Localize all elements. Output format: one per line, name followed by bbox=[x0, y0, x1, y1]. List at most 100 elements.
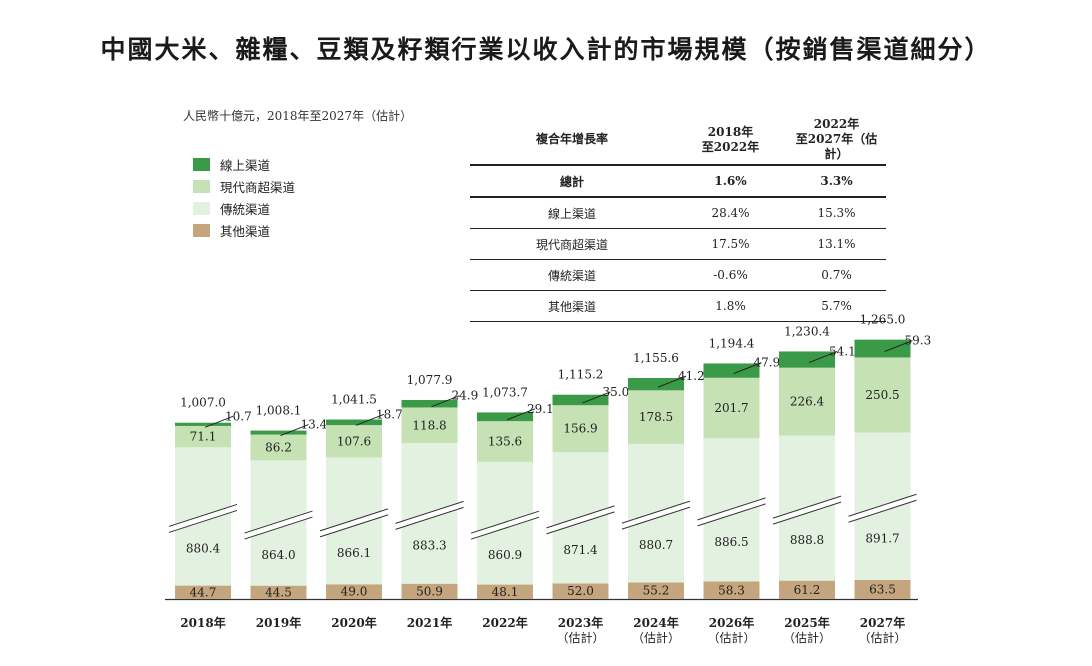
axis-break-line bbox=[319, 514, 389, 538]
axis-break-line bbox=[244, 510, 313, 534]
cagr-row-label: 現代商超渠道 bbox=[470, 228, 674, 260]
data-label-modern-retail: 118.8 bbox=[412, 418, 446, 432]
bar-modern-retail-channel bbox=[477, 421, 533, 462]
data-label-other: 63.5 bbox=[869, 582, 896, 596]
chart-legend: 線上渠道 現代商超渠道 傳統渠道 其他渠道 bbox=[193, 153, 295, 241]
data-label-traditional: 886.5 bbox=[714, 535, 748, 549]
cagr-row-label: 總計 bbox=[470, 165, 674, 198]
data-label-online: 10.7 bbox=[225, 409, 252, 423]
data-label-other: 52.0 bbox=[567, 584, 594, 598]
legend-item-other: 其他渠道 bbox=[193, 219, 295, 241]
legend-label-other: 其他渠道 bbox=[220, 223, 271, 239]
x-tick-label: 2026年 bbox=[709, 615, 754, 630]
axis-break-line bbox=[772, 495, 842, 519]
bar-modern-retail-channel bbox=[854, 357, 911, 433]
axis-break-line bbox=[546, 505, 615, 529]
data-label-total: 1,008.1 bbox=[256, 404, 302, 418]
legend-item-modern-retail: 現代商超渠道 bbox=[193, 175, 295, 197]
x-tick-label: 2022年 bbox=[482, 615, 527, 630]
data-label-other: 49.0 bbox=[341, 585, 368, 599]
data-label-modern-retail: 107.6 bbox=[337, 434, 371, 448]
x-tick-label: 2023年 bbox=[558, 615, 603, 630]
x-tick-label: （估計） bbox=[783, 630, 831, 645]
bar-other-channel bbox=[250, 585, 307, 599]
legend-swatch-online bbox=[193, 157, 210, 171]
cagr-header-row: 複合年增長率 2018年 至2022年 2022年 至2027年（估計） bbox=[470, 115, 886, 165]
axis-break-line bbox=[395, 506, 464, 530]
axis-break-line bbox=[546, 511, 615, 535]
axis-break-gap bbox=[622, 501, 690, 530]
leader-line-online bbox=[808, 351, 838, 364]
cagr-value-2018-2022: 17.5% bbox=[674, 228, 787, 260]
axis-break-gap bbox=[244, 511, 313, 540]
axis-break-gap bbox=[848, 494, 917, 523]
x-tick-label: 2020年 bbox=[331, 615, 376, 630]
axis-break-gap bbox=[471, 511, 539, 540]
leader-line-online bbox=[355, 413, 385, 426]
data-label-total: 1,041.5 bbox=[331, 393, 377, 407]
legend-swatch-traditional bbox=[193, 201, 210, 215]
data-label-online: 13.4 bbox=[301, 418, 328, 432]
x-tick-label: （估計） bbox=[632, 630, 680, 645]
data-label-other: 44.5 bbox=[265, 585, 292, 599]
cagr-header-label: 複合年增長率 bbox=[535, 132, 608, 146]
axis-break-line bbox=[772, 501, 842, 525]
legend-label-traditional: 傳統渠道 bbox=[220, 201, 271, 217]
data-label-total: 1,194.4 bbox=[709, 336, 755, 350]
bar-modern-retail-channel bbox=[326, 425, 382, 458]
axis-break-gap bbox=[395, 501, 464, 530]
data-label-total: 1,115.2 bbox=[558, 368, 604, 382]
axis-break-gap bbox=[546, 505, 615, 534]
data-label-online: 47.9 bbox=[754, 356, 781, 370]
x-tick-label: 2027年 bbox=[860, 615, 905, 630]
axis-break-line bbox=[470, 516, 540, 540]
axis-break-line bbox=[168, 509, 238, 533]
data-label-online: 18.7 bbox=[376, 407, 403, 421]
data-label-modern-retail: 201.7 bbox=[714, 401, 748, 415]
bar-online-channel bbox=[326, 419, 382, 426]
bar-other-channel bbox=[779, 580, 835, 599]
data-label-other: 58.3 bbox=[718, 583, 745, 597]
cagr-value-2022-2027: 5.7% bbox=[787, 290, 886, 322]
axis-break-line bbox=[697, 503, 766, 527]
legend-label-online: 線上渠道 bbox=[220, 157, 271, 173]
data-label-traditional: 880.7 bbox=[639, 538, 673, 552]
bar-modern-retail-channel bbox=[628, 390, 684, 444]
x-tick-label: 2019年 bbox=[256, 615, 301, 630]
cagr-row-online: 線上渠道 28.4% 15.3% bbox=[470, 197, 886, 229]
data-label-total: 1,155.6 bbox=[633, 351, 679, 365]
data-label-modern-retail: 250.5 bbox=[865, 388, 899, 402]
x-tick-label: （估計） bbox=[707, 630, 755, 645]
cagr-value-2018-2022: 28.4% bbox=[674, 197, 787, 229]
bar-modern-retail-channel bbox=[552, 405, 609, 453]
bar-other-channel bbox=[175, 585, 231, 599]
cagr-value-2018-2022: 1.8% bbox=[674, 290, 787, 322]
axis-break-gap bbox=[697, 497, 766, 526]
axis-break-line bbox=[319, 508, 389, 532]
bar-online-channel bbox=[628, 377, 684, 391]
data-label-traditional: 880.4 bbox=[186, 541, 221, 555]
data-label-total: 1,230.4 bbox=[784, 324, 830, 338]
x-tick-label: （估計） bbox=[556, 630, 604, 645]
bar-modern-retail-channel bbox=[401, 407, 458, 444]
data-label-other: 55.2 bbox=[643, 584, 670, 598]
page-title: 中國大米、雜糧、豆類及籽類行業以收入計的市場規模（按銷售渠道細分） bbox=[100, 35, 992, 64]
data-label-online: 54.1 bbox=[829, 345, 856, 359]
bar-other-channel bbox=[628, 582, 684, 599]
data-label-other: 48.1 bbox=[492, 585, 519, 599]
x-tick-label: 2021年 bbox=[407, 615, 452, 630]
cagr-value-2018-2022: 1.6% bbox=[674, 165, 787, 198]
cagr-value-2018-2022: -0.6% bbox=[674, 259, 787, 291]
x-tick-label: 2024年 bbox=[633, 615, 678, 630]
data-label-online: 59.3 bbox=[905, 334, 932, 348]
data-label-modern-retail: 71.1 bbox=[190, 430, 217, 444]
axis-break-line bbox=[848, 499, 917, 523]
data-label-modern-retail: 135.6 bbox=[488, 435, 522, 449]
x-tick-label: 2018年 bbox=[180, 615, 225, 630]
bar-other-channel bbox=[326, 584, 382, 599]
data-label-total: 1,007.0 bbox=[180, 396, 226, 410]
bar-modern-retail-channel bbox=[250, 434, 307, 461]
axis-break-line bbox=[168, 503, 238, 527]
leader-line-online bbox=[733, 362, 762, 375]
axis-break-line bbox=[470, 510, 540, 534]
